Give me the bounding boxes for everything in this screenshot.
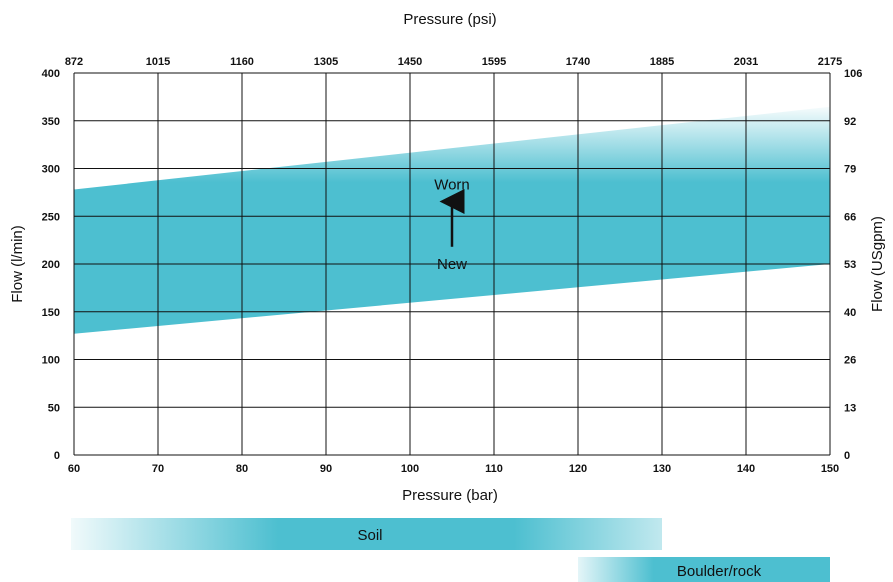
top-tick-label: 1450 — [398, 56, 422, 68]
top-tick-label: 1740 — [566, 56, 590, 68]
top-tick-label: 1885 — [650, 56, 674, 68]
y-left-tick-label: 350 — [42, 116, 60, 128]
y-right-tick-label: 92 — [844, 116, 856, 128]
y-right-tick-label: 13 — [844, 402, 856, 414]
top-tick-label: 1595 — [482, 56, 506, 68]
y-left-tick-label: 100 — [42, 355, 60, 367]
x-tick-label: 90 — [320, 463, 332, 475]
soil-range-bar — [71, 518, 662, 550]
x-axis-title: Pressure (bar) — [402, 487, 498, 504]
y-right-tick-label: 0 — [844, 450, 850, 462]
x-tick-label: 110 — [485, 463, 503, 475]
x-tick-label: 70 — [152, 463, 164, 475]
y-right-tick-label: 66 — [844, 211, 856, 223]
boulder-rock-range-bar — [578, 557, 830, 582]
y-right-tick-label: 53 — [844, 259, 856, 271]
x-tick-label: 100 — [401, 463, 419, 475]
y-right-tick-label: 106 — [844, 68, 862, 80]
top-tick-label: 1015 — [146, 56, 170, 68]
y-left-tick-label: 200 — [42, 259, 60, 271]
y-left-tick-label: 250 — [42, 211, 60, 223]
x-tick-label: 130 — [653, 463, 671, 475]
y-left-tick-label: 0 — [54, 450, 60, 462]
y-axis-right-title: Flow (USgpm) — [869, 216, 886, 312]
y-right-tick-label: 26 — [844, 355, 856, 367]
top-tick-label: 872 — [65, 56, 83, 68]
y-left-tick-label: 50 — [48, 402, 60, 414]
top-tick-label: 2031 — [734, 56, 758, 68]
y-left-tick-label: 300 — [42, 164, 60, 176]
y-left-tick-label: 400 — [42, 68, 60, 80]
y-right-tick-label: 40 — [844, 307, 856, 319]
top-axis-title: Pressure (psi) — [403, 11, 496, 28]
x-tick-label: 140 — [737, 463, 755, 475]
top-tick-label: 1160 — [230, 56, 254, 68]
boulder-rock-range-label: Boulder/rock — [677, 563, 762, 580]
new-label: New — [437, 256, 467, 273]
x-tick-label: 120 — [569, 463, 587, 475]
x-tick-label: 150 — [821, 463, 839, 475]
y-left-tick-label: 150 — [42, 307, 60, 319]
x-tick-label: 60 — [68, 463, 80, 475]
y-axis-left-title: Flow (l/min) — [9, 225, 26, 303]
worn-label: Worn — [434, 177, 470, 194]
soil-range-label: Soil — [357, 527, 382, 544]
x-tick-label: 80 — [236, 463, 248, 475]
top-tick-label: 1305 — [314, 56, 338, 68]
top-tick-label: 2175 — [818, 56, 842, 68]
y-right-tick-label: 79 — [844, 164, 856, 176]
